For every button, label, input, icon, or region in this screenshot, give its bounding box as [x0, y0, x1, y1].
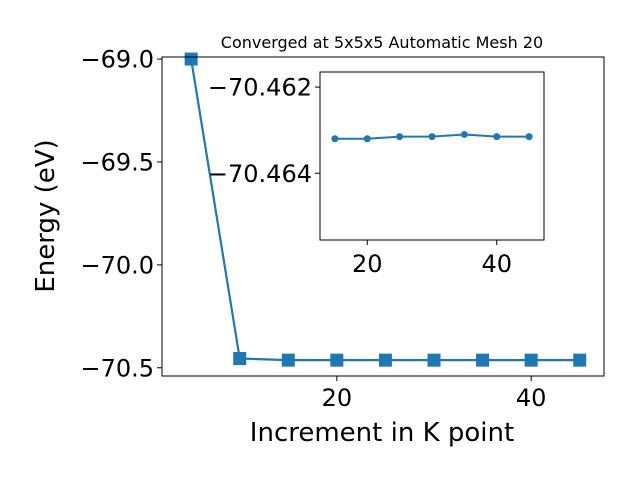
main-data-point — [233, 352, 247, 366]
main-data-point — [184, 52, 198, 66]
main-y-tick-label: −70.5 — [80, 354, 154, 382]
main-data-point — [476, 353, 490, 367]
main-x-tick-label: 20 — [322, 384, 353, 412]
inset-x-tick-label: 40 — [481, 250, 512, 278]
chart-title: Converged at 5x5x5 Automatic Mesh 20 — [221, 33, 543, 52]
main-data-point — [524, 353, 538, 367]
main-y-tick-label: −69.5 — [80, 149, 154, 177]
x-axis-label: Increment in K point — [250, 418, 514, 448]
main-y-tick-label: −70.0 — [80, 252, 154, 280]
y-axis-label: Energy (eV) — [31, 139, 61, 292]
inset-x-tick-label: 20 — [352, 250, 383, 278]
main-data-point — [330, 353, 344, 367]
main-data-point — [378, 353, 392, 367]
main-data-point — [281, 353, 295, 367]
main-y-tick-label: −69.0 — [80, 46, 154, 74]
inset-plot: 20 40 −70.464 −70.462 — [208, 71, 545, 278]
main-x-tick-label: 40 — [516, 384, 547, 412]
inset-axes-frame — [319, 71, 545, 241]
inset-data-point — [363, 135, 371, 143]
inset-plot-area — [320, 72, 544, 240]
main-axes-frame — [161, 56, 605, 377]
inset-data-point — [396, 133, 404, 141]
inset-data-point — [428, 133, 436, 141]
inset-data-point — [331, 135, 339, 143]
inset-data-point — [460, 130, 468, 138]
main-data-point — [573, 353, 587, 367]
main-data-point — [427, 353, 441, 367]
inset-y-tick-label: −70.464 — [208, 160, 312, 188]
inset-y-tick-label: −70.462 — [208, 74, 312, 102]
inset-data-point — [525, 133, 533, 141]
inset-data-point — [493, 133, 501, 141]
